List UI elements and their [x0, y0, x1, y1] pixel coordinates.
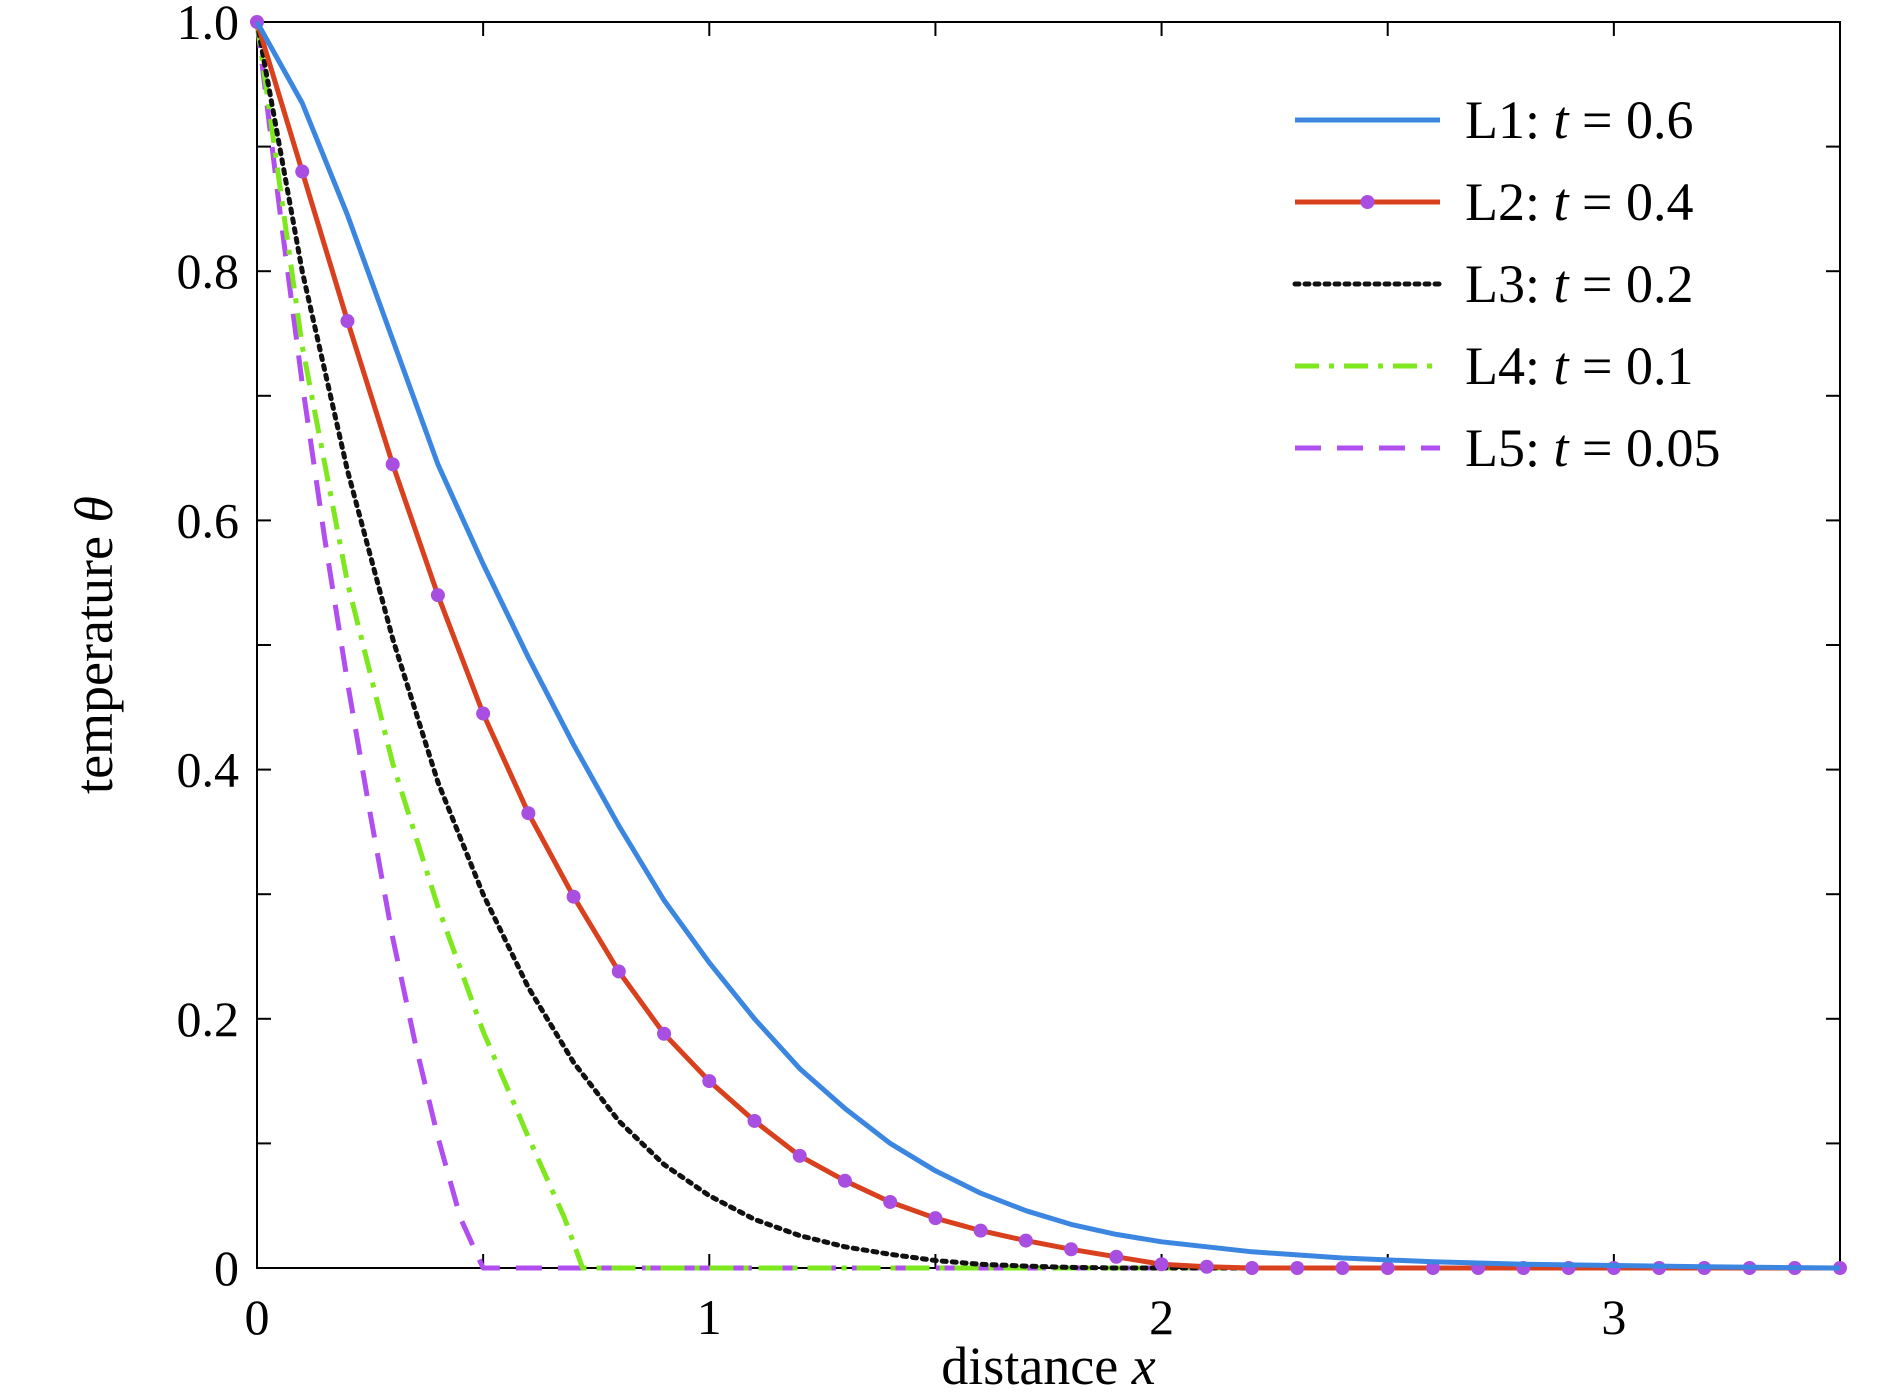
axis-titles: distance x temperature θ — [64, 496, 1156, 1394]
marker-L2 — [792, 1148, 807, 1163]
y-tick-label: 0.4 — [177, 742, 240, 798]
marker-L2 — [521, 806, 536, 821]
axis-ticks — [257, 22, 1840, 1268]
marker-L2 — [747, 1113, 762, 1128]
series-layer — [250, 15, 1847, 1275]
marker-L2 — [837, 1173, 852, 1188]
marker-L2 — [1109, 1249, 1124, 1264]
x-tick-label: 1 — [697, 1289, 722, 1345]
x-tick-label: 0 — [245, 1289, 270, 1345]
marker-L2 — [340, 314, 355, 329]
marker-L2 — [295, 164, 310, 179]
legend-marker-L2 — [1360, 195, 1375, 209]
series-line-L3 — [254, 19, 1843, 1271]
series-line-L4 — [254, 21, 1840, 1271]
legend-label-L1: L1: t = 0.6 — [1465, 90, 1693, 150]
legend-label-L4: L4: t = 0.1 — [1465, 336, 1693, 396]
tick-labels: 0 1 2 3 0 0.2 0.4 0.6 0.8 1.0 — [177, 0, 1627, 1345]
marker-L2 — [1290, 1261, 1305, 1275]
marker-L2 — [883, 1194, 898, 1209]
legend-label-L2: L2: t = 0.4 — [1465, 172, 1693, 232]
series-line-L2 — [254, 21, 1840, 1271]
marker-L2 — [973, 1223, 988, 1238]
legend-label-L5: L5: t = 0.05 — [1465, 418, 1720, 478]
marker-L2 — [566, 889, 581, 904]
marker-L2 — [1245, 1261, 1260, 1275]
y-tick-label: 0.6 — [177, 492, 240, 548]
marker-L2 — [1425, 1261, 1440, 1275]
series-line-L5 — [254, 21, 1840, 1271]
marker-L2 — [476, 706, 491, 721]
marker-L2 — [1018, 1233, 1033, 1248]
marker-L2 — [385, 457, 400, 472]
marker-L2 — [1380, 1261, 1395, 1275]
x-tick-label: 2 — [1149, 1289, 1174, 1345]
marker-L2 — [928, 1211, 943, 1226]
y-tick-label: 1.0 — [177, 0, 240, 50]
marker-L2 — [702, 1074, 717, 1089]
marker-L2 — [1199, 1259, 1214, 1274]
y-axis-title: temperature θ — [64, 496, 124, 794]
marker-L2 — [1154, 1257, 1169, 1272]
x-tick-label: 3 — [1601, 1289, 1626, 1345]
marker-L2 — [611, 964, 626, 979]
legend-label-L3: L3: t = 0.2 — [1465, 254, 1693, 314]
marker-L2 — [430, 588, 445, 603]
marker-L2 — [657, 1026, 672, 1041]
series-line-L1 — [254, 20, 1841, 1271]
x-axis-title: distance x — [941, 1336, 1155, 1394]
y-tick-label: 0 — [214, 1240, 239, 1296]
y-tick-label: 0.8 — [177, 243, 240, 299]
legend: L1: t = 0.6 L2: t = 0.4 L3: t = 0.2 L4: t =… — [1292, 90, 1720, 478]
y-tick-label: 0.2 — [177, 991, 240, 1047]
marker-L2 — [1335, 1261, 1350, 1275]
marker-L2 — [1064, 1242, 1079, 1257]
